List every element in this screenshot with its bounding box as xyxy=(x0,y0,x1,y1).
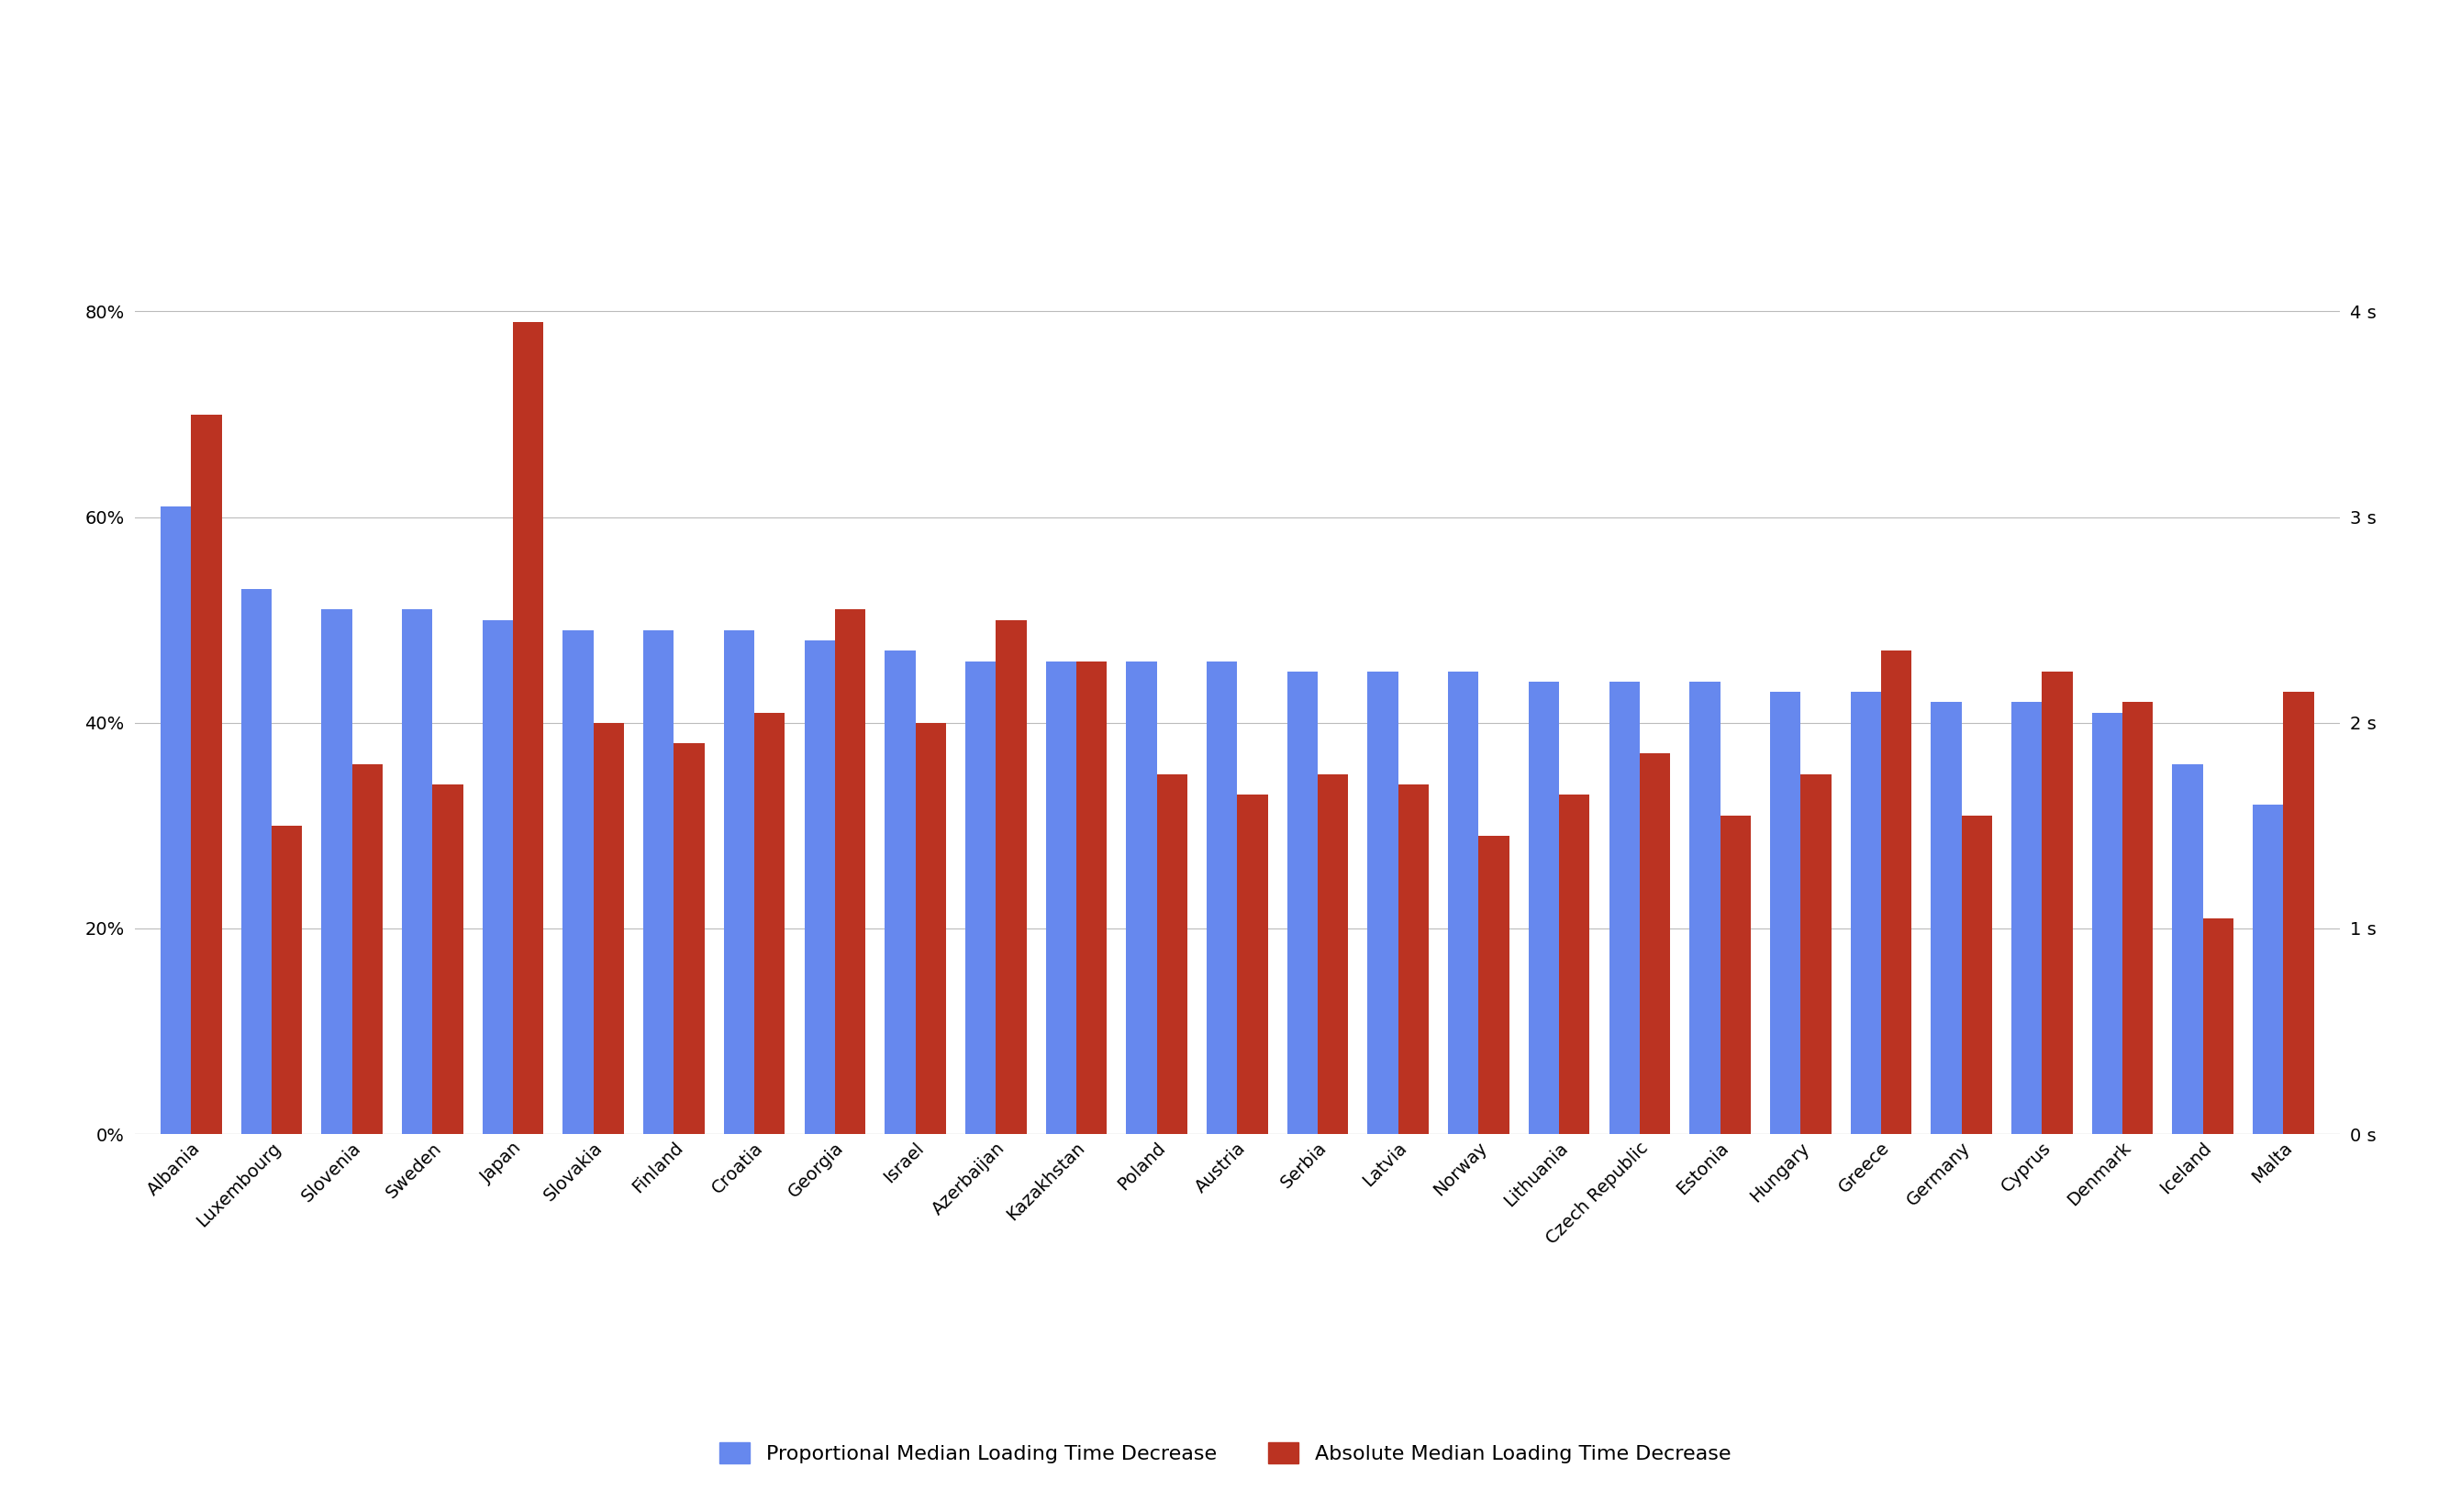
Bar xyxy=(191,414,220,1134)
Bar xyxy=(1286,671,1318,1134)
Bar xyxy=(674,744,706,1134)
Bar xyxy=(644,631,674,1134)
Bar xyxy=(1558,795,1590,1134)
Bar xyxy=(916,723,946,1134)
Bar xyxy=(1769,692,1801,1134)
Bar xyxy=(835,609,865,1134)
Bar xyxy=(512,322,544,1134)
Bar xyxy=(1850,692,1882,1134)
Bar xyxy=(1480,836,1509,1134)
Bar xyxy=(804,641,835,1134)
Bar xyxy=(1237,795,1267,1134)
Bar xyxy=(1882,650,1911,1134)
Bar xyxy=(2173,764,2203,1134)
Bar xyxy=(1720,815,1752,1134)
Bar xyxy=(434,785,463,1134)
Bar xyxy=(1690,682,1720,1134)
Bar xyxy=(272,826,301,1134)
Bar xyxy=(564,631,593,1134)
Bar xyxy=(2122,702,2154,1134)
Bar xyxy=(483,620,512,1134)
Bar xyxy=(402,609,434,1134)
Bar xyxy=(1046,661,1076,1134)
Bar xyxy=(965,661,995,1134)
Bar xyxy=(1127,661,1156,1134)
Bar xyxy=(1318,774,1348,1134)
Bar xyxy=(1448,671,1480,1134)
Bar xyxy=(995,620,1027,1134)
Legend: Proportional Median Loading Time Decrease, Absolute Median Loading Time Decrease: Proportional Median Loading Time Decreas… xyxy=(710,1435,1739,1471)
Bar xyxy=(1931,702,1962,1134)
Bar xyxy=(2254,804,2283,1134)
Bar xyxy=(162,507,191,1134)
Bar xyxy=(2011,702,2041,1134)
Bar xyxy=(2203,918,2234,1134)
Bar xyxy=(723,631,755,1134)
Bar xyxy=(884,650,916,1134)
Bar xyxy=(2041,671,2073,1134)
Bar xyxy=(1076,661,1107,1134)
Bar xyxy=(1610,682,1639,1134)
Bar xyxy=(321,609,353,1134)
Bar xyxy=(1208,661,1237,1134)
Bar xyxy=(1399,785,1428,1134)
Bar xyxy=(2283,692,2313,1134)
Bar xyxy=(240,590,272,1134)
Bar xyxy=(1156,774,1188,1134)
Bar xyxy=(1367,671,1399,1134)
Bar xyxy=(1639,753,1671,1134)
Bar xyxy=(593,723,625,1134)
Bar xyxy=(353,764,382,1134)
Bar xyxy=(755,712,784,1134)
Bar xyxy=(1529,682,1558,1134)
Bar xyxy=(2092,712,2122,1134)
Bar xyxy=(1962,815,1992,1134)
Bar xyxy=(1801,774,1830,1134)
